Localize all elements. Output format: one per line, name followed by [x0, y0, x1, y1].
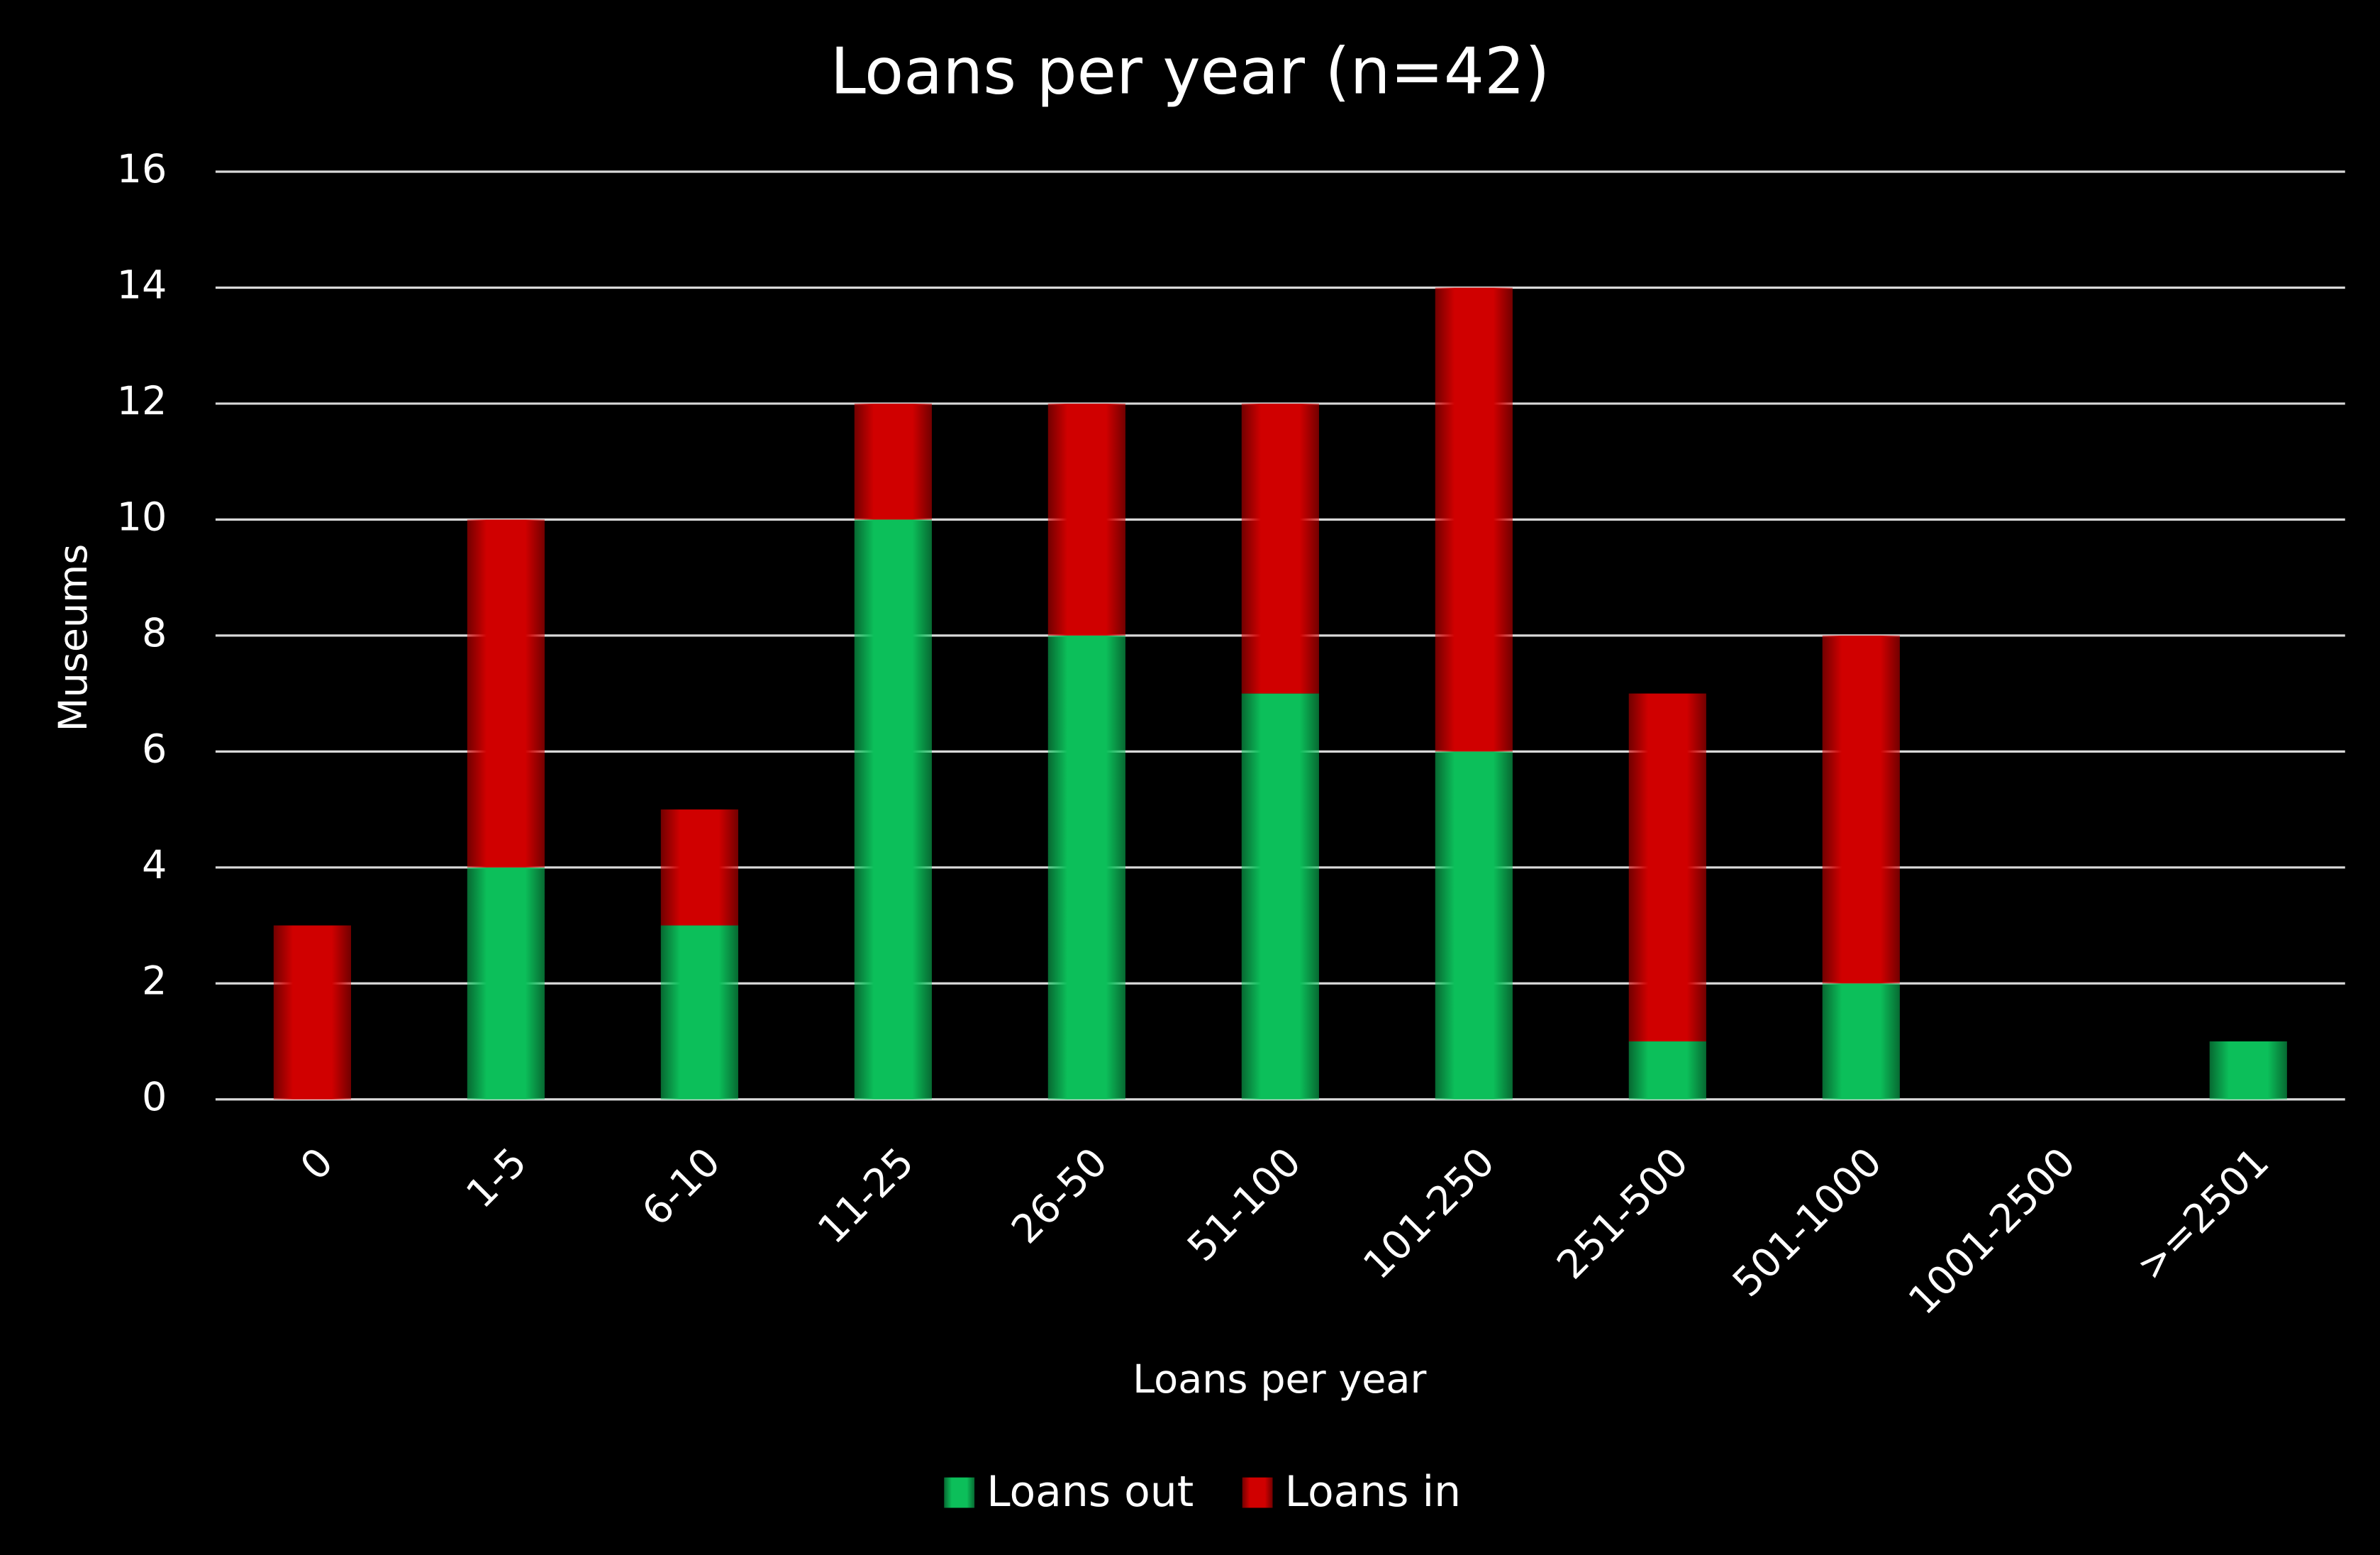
bar-segment — [273, 925, 352, 1100]
y-tick-label: 2 — [142, 958, 167, 1004]
legend-label: Loans out — [986, 1467, 1194, 1517]
bar-segment — [1241, 693, 1319, 1100]
bar-segment — [1628, 693, 1706, 1042]
y-tick-label: 4 — [142, 842, 167, 888]
legend: Loans out Loans in — [944, 1467, 1461, 1517]
bar-segment — [1047, 635, 1125, 1100]
bar-segment — [2209, 1041, 2287, 1100]
bar-segment — [1822, 635, 1900, 984]
y-axis-title: Museums — [50, 544, 96, 732]
legend-swatch — [1242, 1477, 1273, 1508]
chart-title: Loans per year (n=42) — [830, 35, 1550, 109]
bar-segment — [660, 925, 738, 1100]
bar-segment — [467, 867, 545, 1100]
bar-segment — [1822, 983, 1900, 1100]
y-tick-label: 8 — [142, 610, 167, 656]
legend-swatch — [944, 1477, 975, 1508]
bar-segment — [467, 519, 545, 868]
y-tick-label: 14 — [117, 262, 167, 309]
bar-segment — [1628, 1041, 1706, 1100]
bar-segment — [660, 809, 738, 926]
bar-segment — [1047, 403, 1125, 636]
bar-segment — [1435, 751, 1513, 1100]
y-tick-label: 12 — [117, 378, 167, 424]
x-axis-title: Loans per year — [1133, 1356, 1426, 1402]
y-tick-label: 16 — [117, 146, 167, 192]
bar-segment — [1241, 403, 1319, 694]
y-tick-label: 10 — [117, 494, 167, 541]
y-tick-label: 6 — [142, 726, 167, 772]
bar-segment — [1435, 287, 1513, 752]
bar-segment — [854, 403, 932, 520]
bar-segment — [854, 519, 932, 1100]
y-tick-label: 0 — [142, 1074, 167, 1120]
legend-label: Loans in — [1285, 1467, 1462, 1517]
